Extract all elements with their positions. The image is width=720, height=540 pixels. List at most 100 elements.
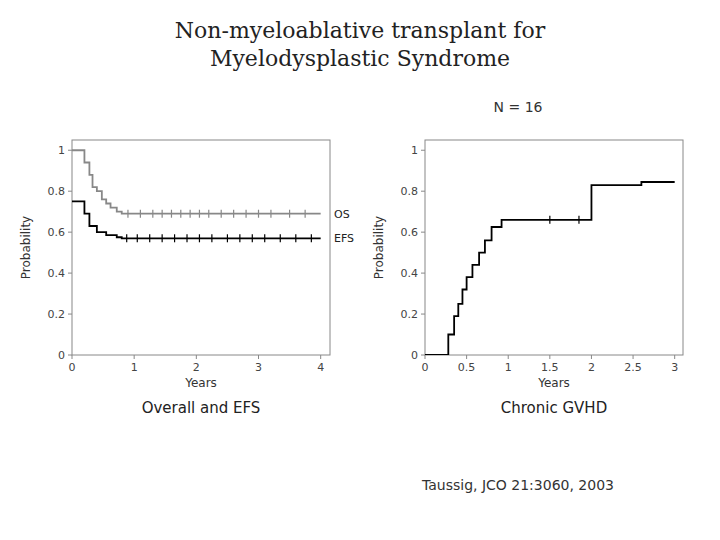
y-tick-label: 0.2 — [48, 308, 66, 321]
figure-title: Non-myeloablative transplant for — [175, 18, 546, 43]
chart-canvas: Non-myeloablative transplant for Myelodys… — [0, 0, 720, 540]
y-tick — [421, 232, 425, 233]
censor-mark — [140, 210, 141, 218]
x-tick-label: 2 — [588, 361, 595, 374]
x-tick-label: 1.5 — [541, 361, 559, 374]
y-axis-label: Probability — [372, 216, 386, 279]
censor-mark — [199, 234, 200, 242]
figure-title: Myelodysplastic Syndrome — [210, 46, 510, 71]
y-tick — [68, 273, 72, 274]
plot-frame — [72, 140, 330, 355]
y-tick-label: 0.6 — [48, 226, 66, 239]
censor-mark — [211, 234, 212, 242]
x-axis-label: Years — [184, 376, 217, 390]
x-tick-label: 3 — [671, 361, 678, 374]
x-tick — [72, 355, 73, 359]
censor-mark — [199, 210, 200, 218]
x-tick-label: 0 — [69, 361, 76, 374]
censor-mark — [233, 210, 234, 218]
censor-mark — [305, 210, 306, 218]
y-tick-label: 0.6 — [401, 226, 419, 239]
censor-mark — [208, 210, 209, 218]
y-tick-label: 0.2 — [401, 308, 419, 321]
series-label: OS — [334, 208, 350, 221]
subplot: 0 1 2 3 4 0 0.2 0.4 0.6 0.8 1 Years Probability Overa… — [19, 140, 354, 417]
censor-mark — [162, 234, 163, 242]
y-tick — [421, 150, 425, 151]
censor-mark — [227, 234, 228, 242]
y-tick-label: 0.4 — [48, 267, 66, 280]
censor-mark — [264, 234, 265, 242]
x-tick — [591, 355, 592, 359]
censor-mark — [162, 210, 163, 218]
censor-mark — [186, 234, 187, 242]
y-tick-label: 0.4 — [401, 267, 419, 280]
censor-mark — [245, 210, 246, 218]
censor-mark — [149, 234, 150, 242]
series-label: EFS — [334, 232, 354, 245]
chart-title: Overall and EFS — [142, 399, 261, 417]
series-line — [72, 150, 321, 213]
censor-mark — [239, 234, 240, 242]
x-tick — [196, 355, 197, 359]
plot-frame — [425, 140, 683, 355]
y-tick — [421, 355, 425, 356]
censor-mark — [180, 210, 181, 218]
y-tick — [421, 273, 425, 274]
y-tick-label: 0.8 — [401, 185, 419, 198]
series-line — [72, 201, 321, 238]
censor-mark — [171, 210, 172, 218]
y-tick-label: 1 — [58, 144, 65, 157]
y-tick — [68, 191, 72, 192]
y-tick — [421, 314, 425, 315]
x-tick — [425, 355, 426, 359]
censor-mark — [270, 210, 271, 218]
plot-area — [72, 150, 321, 242]
censor-mark — [289, 210, 290, 218]
subplot: 0 0.5 1 1.5 2 2.5 3 0 0.2 0.4 0.6 0.8 1 Years Probabil… — [372, 140, 683, 417]
x-tick — [508, 355, 509, 359]
x-tick-label: 0 — [422, 361, 429, 374]
x-tick-label: 3 — [255, 361, 262, 374]
x-tick-label: 4 — [317, 361, 324, 374]
x-tick-label: 0.5 — [458, 361, 476, 374]
y-tick — [421, 191, 425, 192]
y-tick-label: 0 — [411, 349, 418, 362]
censor-mark — [221, 210, 222, 218]
chart-title: Chronic GVHD — [501, 399, 607, 417]
y-tick — [68, 232, 72, 233]
y-tick — [68, 314, 72, 315]
censor-mark — [127, 210, 128, 218]
y-tick-label: 1 — [411, 144, 418, 157]
censor-mark — [252, 234, 253, 242]
series-line — [425, 182, 675, 355]
x-tick-label: 2.5 — [624, 361, 642, 374]
censor-mark — [311, 234, 312, 242]
censor-mark — [174, 234, 175, 242]
x-tick-label: 1 — [505, 361, 512, 374]
x-tick — [258, 355, 259, 359]
x-tick — [633, 355, 634, 359]
censor-mark — [152, 210, 153, 218]
y-tick-label: 0.8 — [48, 185, 66, 198]
y-tick — [68, 355, 72, 356]
censor-mark — [137, 234, 138, 242]
annotation: N = 16 — [494, 99, 543, 115]
x-tick — [134, 355, 135, 359]
x-axis-label: Years — [537, 376, 570, 390]
x-tick-label: 2 — [193, 361, 200, 374]
censor-mark — [578, 216, 579, 224]
plot-area — [425, 182, 675, 355]
x-tick — [320, 355, 321, 359]
y-tick — [68, 150, 72, 151]
y-axis-label: Probability — [19, 216, 33, 279]
x-tick — [549, 355, 550, 359]
annotation: Taussig, JCO 21:3060, 2003 — [421, 477, 614, 493]
censor-mark — [295, 234, 296, 242]
y-tick-label: 0 — [58, 349, 65, 362]
censor-mark — [126, 234, 127, 242]
censor-mark — [280, 234, 281, 242]
x-tick-label: 1 — [131, 361, 138, 374]
censor-mark — [258, 210, 259, 218]
censor-mark — [549, 216, 550, 224]
